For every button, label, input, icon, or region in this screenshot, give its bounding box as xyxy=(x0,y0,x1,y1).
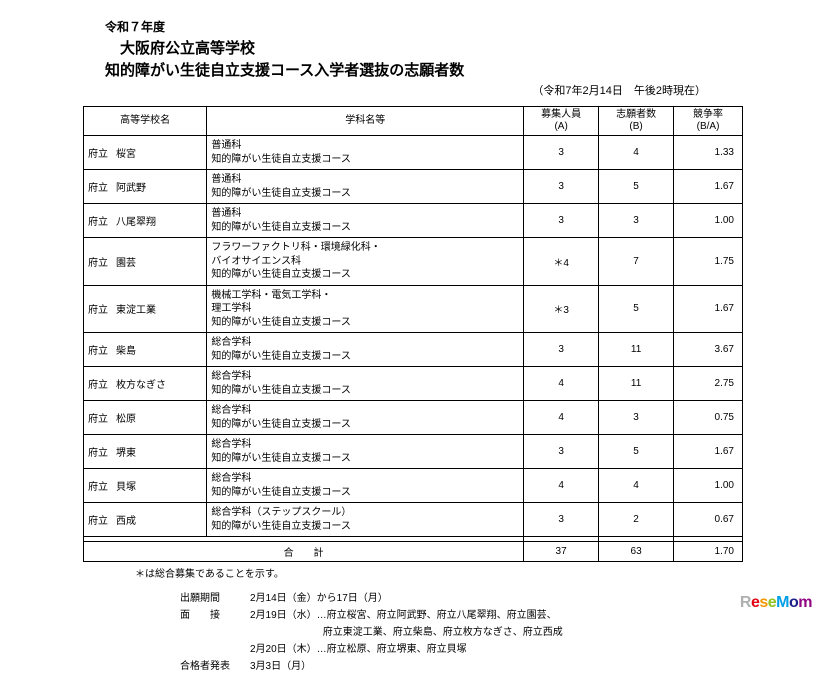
ratio-cell: 1.00 xyxy=(674,204,743,238)
capacity-cell: ＊4 xyxy=(524,238,599,286)
applicants-cell: 5 xyxy=(599,285,674,333)
table-row: 府立枚方なぎさ総合学科知的障がい生徒自立支援コース4112.75 xyxy=(84,367,743,401)
ratio-cell: 1.67 xyxy=(674,170,743,204)
dept-cell: フラワーファクトリ科・環境緑化科・バイオサイエンス科知的障がい生徒自立支援コース xyxy=(207,238,524,286)
school-cell: 府立東淀工業 xyxy=(84,285,207,333)
ratio-cell: 1.33 xyxy=(674,136,743,170)
ratio-cell: 0.67 xyxy=(674,503,743,537)
interview-value: 2月19日（水）…府立桜宮、府立阿武野、府立八尾翠翔、府立園芸、 府立東淀工業、… xyxy=(250,607,563,658)
ratio-cell: 1.67 xyxy=(674,435,743,469)
title-line-2: 知的障がい生徒自立支援コース入学者選抜の志願者数 xyxy=(105,59,776,80)
result-value: 3月3日（月） xyxy=(250,658,311,675)
dept-cell: 総合学科知的障がい生徒自立支援コース xyxy=(207,469,524,503)
ratio-cell: 3.67 xyxy=(674,333,743,367)
dept-cell: 総合学科知的障がい生徒自立支援コース xyxy=(207,435,524,469)
table-row: 府立桜宮普通科知的障がい生徒自立支援コース341.33 xyxy=(84,136,743,170)
school-cell: 府立八尾翠翔 xyxy=(84,204,207,238)
ratio-cell: 0.75 xyxy=(674,401,743,435)
school-cell: 府立堺東 xyxy=(84,435,207,469)
school-cell: 府立松原 xyxy=(84,401,207,435)
school-cell: 府立貝塚 xyxy=(84,469,207,503)
capacity-cell: 3 xyxy=(524,204,599,238)
resemom-logo: ReseMom xyxy=(740,594,812,612)
dept-cell: 普通科知的障がい生徒自立支援コース xyxy=(207,204,524,238)
dept-cell: 総合学科知的障がい生徒自立支援コース xyxy=(207,367,524,401)
capacity-cell: 4 xyxy=(524,401,599,435)
applicants-cell: 3 xyxy=(599,401,674,435)
period-label: 出願期間 xyxy=(180,590,250,607)
ratio-cell: 2.75 xyxy=(674,367,743,401)
table-row: 府立堺東総合学科知的障がい生徒自立支援コース351.67 xyxy=(84,435,743,469)
schedule-result: 合格者発表 3月3日（月） xyxy=(180,658,776,675)
applicants-cell: 11 xyxy=(599,367,674,401)
total-ratio: 1.70 xyxy=(674,542,743,562)
schedule-block: 出願期間 2月14日（金）から17日（月） 面 接 2月19日（水）…府立桜宮、… xyxy=(180,590,776,675)
table-row: 府立貝塚総合学科知的障がい生徒自立支援コース441.00 xyxy=(84,469,743,503)
school-cell: 府立桜宮 xyxy=(84,136,207,170)
header-ratio: 競争率(B/A) xyxy=(674,107,743,136)
school-cell: 府立柴島 xyxy=(84,333,207,367)
applicants-cell: 3 xyxy=(599,204,674,238)
dept-cell: 総合学科知的障がい生徒自立支援コース xyxy=(207,333,524,367)
applicants-cell: 11 xyxy=(599,333,674,367)
total-capacity: 37 xyxy=(524,542,599,562)
school-cell: 府立枚方なぎさ xyxy=(84,367,207,401)
capacity-cell: 3 xyxy=(524,435,599,469)
dept-cell: 総合学科知的障がい生徒自立支援コース xyxy=(207,401,524,435)
table-row: 府立八尾翠翔普通科知的障がい生徒自立支援コース331.00 xyxy=(84,204,743,238)
result-label: 合格者発表 xyxy=(180,658,250,675)
table-row: 府立西成総合学科（ステップスクール）知的障がい生徒自立支援コース320.67 xyxy=(84,503,743,537)
capacity-cell: ＊3 xyxy=(524,285,599,333)
applicants-table: 高等学校名 学科名等 募集人員(A) 志願者数(B) 競争率(B/A) 府立桜宮… xyxy=(83,106,743,562)
school-cell: 府立園芸 xyxy=(84,238,207,286)
fiscal-year: 令和７年度 xyxy=(105,18,776,35)
title-line-1: 大阪府公立高等学校 xyxy=(120,37,776,58)
table-row: 府立柴島総合学科知的障がい生徒自立支援コース3113.67 xyxy=(84,333,743,367)
header-school: 高等学校名 xyxy=(84,107,207,136)
dept-cell: 普通科知的障がい生徒自立支援コース xyxy=(207,170,524,204)
document-page: 令和７年度 大阪府公立高等学校 知的障がい生徒自立支援コース入学者選抜の志願者数… xyxy=(0,0,826,685)
dept-cell: 総合学科（ステップスクール）知的障がい生徒自立支援コース xyxy=(207,503,524,537)
capacity-cell: 4 xyxy=(524,367,599,401)
header-applicants: 志願者数(B) xyxy=(599,107,674,136)
ratio-cell: 1.00 xyxy=(674,469,743,503)
applicants-cell: 4 xyxy=(599,136,674,170)
capacity-cell: 3 xyxy=(524,503,599,537)
total-row: 合 計37631.70 xyxy=(84,542,743,562)
table-row: 府立阿武野普通科知的障がい生徒自立支援コース351.67 xyxy=(84,170,743,204)
total-applicants: 63 xyxy=(599,542,674,562)
applicants-cell: 5 xyxy=(599,170,674,204)
period-value: 2月14日（金）から17日（月） xyxy=(250,590,388,607)
schedule-interview: 面 接 2月19日（水）…府立桜宮、府立阿武野、府立八尾翠翔、府立園芸、 府立東… xyxy=(180,607,776,658)
header-capacity: 募集人員(A) xyxy=(524,107,599,136)
schedule-period: 出願期間 2月14日（金）から17日（月） xyxy=(180,590,776,607)
footnote: ＊は総合募集であることを示す。 xyxy=(135,565,776,580)
as-of-date: （令和7年2月14日 午後2時現在） xyxy=(50,82,706,98)
capacity-cell: 3 xyxy=(524,136,599,170)
school-cell: 府立阿武野 xyxy=(84,170,207,204)
interview-label: 面 接 xyxy=(180,607,250,658)
applicants-cell: 4 xyxy=(599,469,674,503)
ratio-cell: 1.67 xyxy=(674,285,743,333)
table-row: 府立松原総合学科知的障がい生徒自立支援コース430.75 xyxy=(84,401,743,435)
table-header-row: 高等学校名 学科名等 募集人員(A) 志願者数(B) 競争率(B/A) xyxy=(84,107,743,136)
capacity-cell: 4 xyxy=(524,469,599,503)
capacity-cell: 3 xyxy=(524,170,599,204)
capacity-cell: 3 xyxy=(524,333,599,367)
school-cell: 府立西成 xyxy=(84,503,207,537)
applicants-cell: 7 xyxy=(599,238,674,286)
table-row: 府立園芸フラワーファクトリ科・環境緑化科・バイオサイエンス科知的障がい生徒自立支… xyxy=(84,238,743,286)
total-label: 合 計 xyxy=(84,542,524,562)
dept-cell: 機械工学科・電気工学科・理工学科知的障がい生徒自立支援コース xyxy=(207,285,524,333)
applicants-cell: 5 xyxy=(599,435,674,469)
ratio-cell: 1.75 xyxy=(674,238,743,286)
dept-cell: 普通科知的障がい生徒自立支援コース xyxy=(207,136,524,170)
applicants-cell: 2 xyxy=(599,503,674,537)
header-dept: 学科名等 xyxy=(207,107,524,136)
table-row: 府立東淀工業機械工学科・電気工学科・理工学科知的障がい生徒自立支援コース＊351… xyxy=(84,285,743,333)
